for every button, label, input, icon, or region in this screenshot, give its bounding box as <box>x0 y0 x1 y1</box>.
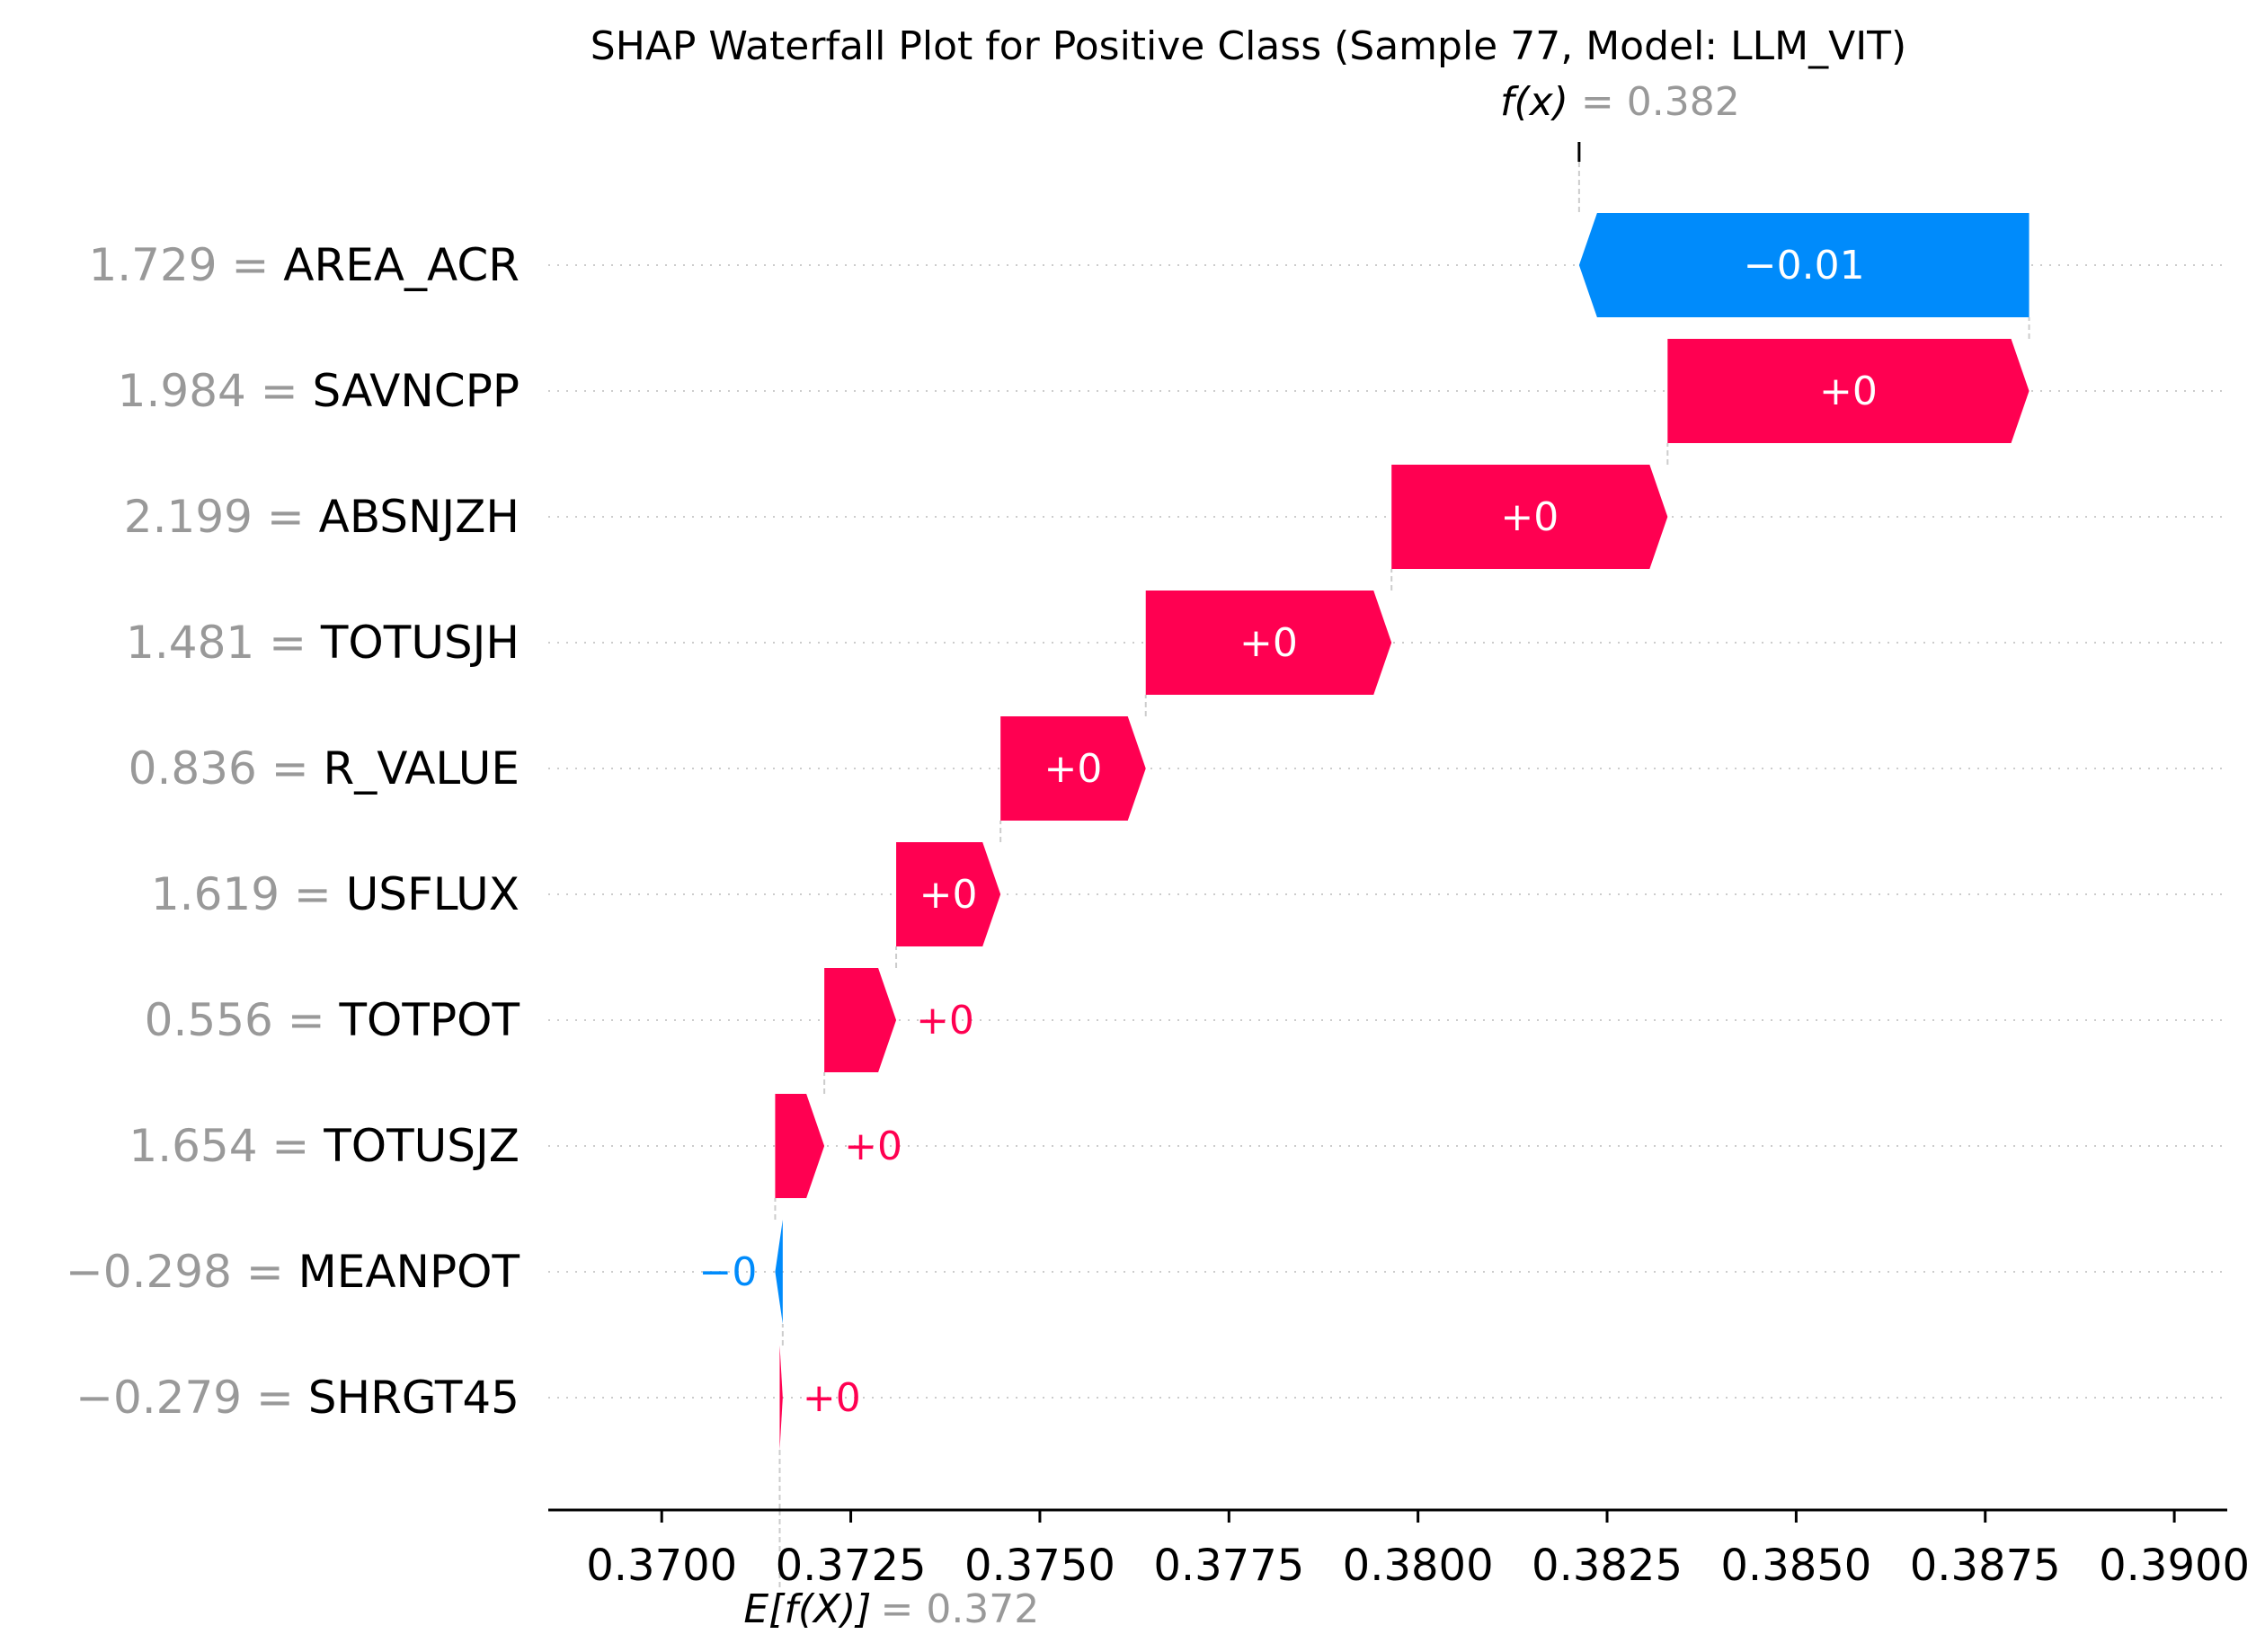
feature-name: USFLUX <box>346 868 520 920</box>
feature-value: 1.729 = <box>88 239 283 291</box>
feature-label: −0.279 = SHRGT45 <box>76 1372 520 1424</box>
x-tick-label: 0.3800 <box>1343 1541 1494 1591</box>
bar-value-label: +0 <box>1044 746 1103 792</box>
bar-value-label: +0 <box>916 998 974 1044</box>
feature-value: 1.654 = <box>129 1120 324 1172</box>
feature-value: −0.279 = <box>76 1372 308 1424</box>
bar-value-label: +0 <box>803 1375 861 1421</box>
bar-totusjh <box>1145 591 1392 695</box>
bar-usflux <box>896 842 1001 946</box>
bar-area-acr <box>1578 213 2030 317</box>
x-tick-label: 0.3825 <box>1532 1541 1683 1591</box>
feature-label: 0.556 = TOTPOT <box>145 994 520 1046</box>
bar-meanpot <box>775 1220 783 1324</box>
bar-value-label: +0 <box>1819 369 1878 414</box>
x-tick-label: 0.3875 <box>1910 1541 2061 1591</box>
feature-label: 1.984 = SAVNCPP <box>118 365 520 417</box>
x-tick-label: 0.3900 <box>2099 1541 2250 1591</box>
x-tick-label: 0.3850 <box>1720 1541 1871 1591</box>
bar-totpot <box>824 968 897 1072</box>
feature-label: 1.654 = TOTUSJZ <box>129 1120 520 1172</box>
x-axis: 0.3700 0.3725 0.3750 0.3775 0.3800 0.3825 0.38… <box>548 1508 2250 1591</box>
feature-name: ABSNJZH <box>319 491 520 543</box>
bar-absnjzh <box>1391 465 1668 569</box>
feature-name: SHRGT45 <box>308 1372 520 1424</box>
feature-value: 1.619 = <box>151 868 346 920</box>
bar-value-label: −0 <box>699 1249 758 1295</box>
feature-label: 1.619 = USFLUX <box>151 868 520 920</box>
bar-value-label: +0 <box>1500 494 1559 540</box>
bar-savncpp <box>1667 339 2030 443</box>
bar-r-value <box>1000 716 1146 821</box>
feature-value: 2.199 = <box>124 491 319 543</box>
feature-name: TOTUSJZ <box>323 1120 520 1172</box>
x-tick-label: 0.3775 <box>1153 1541 1304 1591</box>
feature-name: AREA_ACR <box>283 239 520 291</box>
feature-value: −0.298 = <box>66 1246 298 1298</box>
feature-label: 1.481 = TOTUSJH <box>126 617 520 669</box>
bar-value-label: +0 <box>919 872 978 918</box>
bar-value-label: +0 <box>1239 620 1298 666</box>
feature-label: 0.836 = R_VALUE <box>129 742 520 795</box>
bar-shrgt45 <box>779 1346 783 1450</box>
feature-name: TOTPOT <box>339 994 520 1046</box>
bar-totusjz <box>775 1094 825 1198</box>
x-tick-label: 0.3750 <box>964 1541 1115 1591</box>
labels-layer: −0.01 1.729 = AREA_ACR +0 1.984 = SAVNCPP +0… <box>66 239 1878 1424</box>
ex-value: = 0.372 <box>880 1586 1039 1632</box>
ex-label: E[f(X)] <box>743 1586 871 1632</box>
feature-value: 1.481 = <box>126 617 321 669</box>
chart-title: SHAP Waterfall Plot for Positive Class (… <box>591 23 1906 69</box>
feature-value: 0.556 = <box>145 994 340 1046</box>
x-tick-label: 0.3700 <box>586 1541 737 1591</box>
feature-label: −0.298 = MEANPOT <box>66 1246 520 1298</box>
feature-name: TOTUSJH <box>320 617 520 669</box>
fx-annotation: f(x) = 0.382 <box>1500 79 1740 125</box>
bars-layer <box>775 213 2030 1450</box>
fx-value: = 0.382 <box>1581 79 1740 125</box>
feature-name: SAVNCPP <box>313 365 520 417</box>
bar-value-label: +0 <box>844 1124 902 1169</box>
feature-name: R_VALUE <box>323 742 520 795</box>
fx-label: f(x) <box>1500 79 1568 125</box>
ex-annotation: E[f(X)] = 0.372 <box>743 1586 1039 1632</box>
feature-value: 1.984 = <box>118 365 313 417</box>
feature-label: 1.729 = AREA_ACR <box>88 239 520 291</box>
x-tick-label: 0.3725 <box>776 1541 927 1591</box>
feature-name: MEANPOT <box>298 1246 520 1298</box>
feature-label: 2.199 = ABSNJZH <box>124 491 520 543</box>
feature-value: 0.836 = <box>129 742 324 795</box>
bar-value-label: −0.01 <box>1744 243 1865 289</box>
